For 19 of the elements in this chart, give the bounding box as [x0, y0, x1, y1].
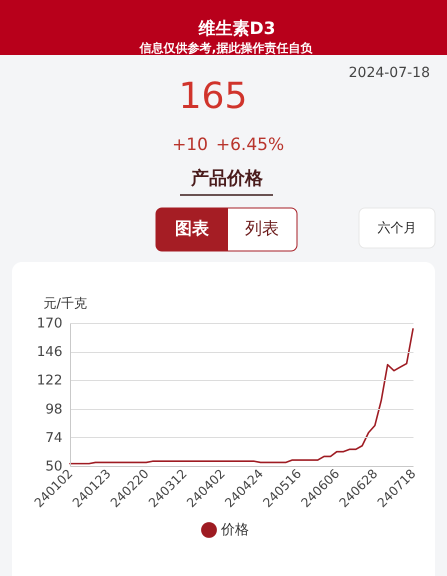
chart-title: 维生素D3 [198, 19, 276, 39]
text: +10 [172, 135, 208, 155]
y-tick-label: 122 [36, 372, 62, 389]
text: 图表 [175, 219, 210, 239]
y-tick-label: 170 [36, 316, 62, 332]
y-axis-title: 元/千克 [44, 296, 87, 312]
y-tick-label: 50 [45, 458, 62, 474]
text: 列表 [245, 219, 279, 239]
y-tick-label: 146 [36, 344, 62, 360]
line-series [69, 328, 414, 464]
text: 165 [178, 76, 248, 117]
text: 2024-07-18 [348, 65, 430, 81]
y-tick-label: 74 [45, 430, 62, 446]
text: +6.45% [216, 135, 284, 155]
chart-subtitle: 信息仅供参考,据此操作责任自负 [138, 41, 314, 55]
legend-label: 价格 [220, 522, 249, 538]
y-tick-label: 98 [45, 401, 62, 418]
text: 六个月 [378, 221, 416, 236]
text: 产品价格 [190, 168, 264, 189]
